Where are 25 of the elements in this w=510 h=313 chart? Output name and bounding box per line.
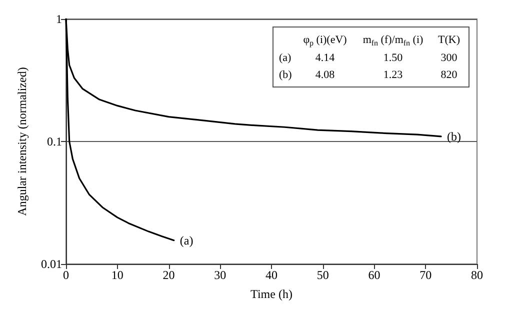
x-tick-label: 60 [368, 268, 380, 282]
y-tick-label: 0.1 [47, 134, 62, 148]
x-tick-label: 30 [214, 268, 226, 282]
annotation: T(K) [438, 34, 460, 46]
annotation: 1.50 [383, 52, 404, 64]
annotation: 820 [440, 69, 458, 81]
y-axis-title: Angular intensity (normalized) [15, 67, 29, 216]
annotation: (a) [180, 233, 194, 248]
y-tick-label: 1 [56, 12, 62, 26]
y-tick-label: 0.01 [41, 257, 62, 271]
annotation: (a) [279, 52, 292, 64]
x-tick-label: 80 [471, 268, 483, 282]
annotation: 4.08 [315, 69, 336, 81]
x-tick-label: 50 [316, 268, 329, 282]
x-tick-label: 10 [111, 268, 124, 282]
x-tick-label: 20 [162, 268, 175, 282]
annotation: 4.14 [315, 52, 336, 64]
annotation: (b) [279, 69, 292, 81]
annotation: 1.23 [383, 69, 404, 81]
annotation: 300 [440, 52, 458, 64]
x-tick-label: 70 [420, 268, 432, 282]
annotation: (b) [447, 129, 462, 144]
x-tick-label: 0 [63, 268, 69, 282]
x-tick-label: 40 [266, 268, 278, 282]
x-axis-title: Time (h) [250, 287, 292, 301]
